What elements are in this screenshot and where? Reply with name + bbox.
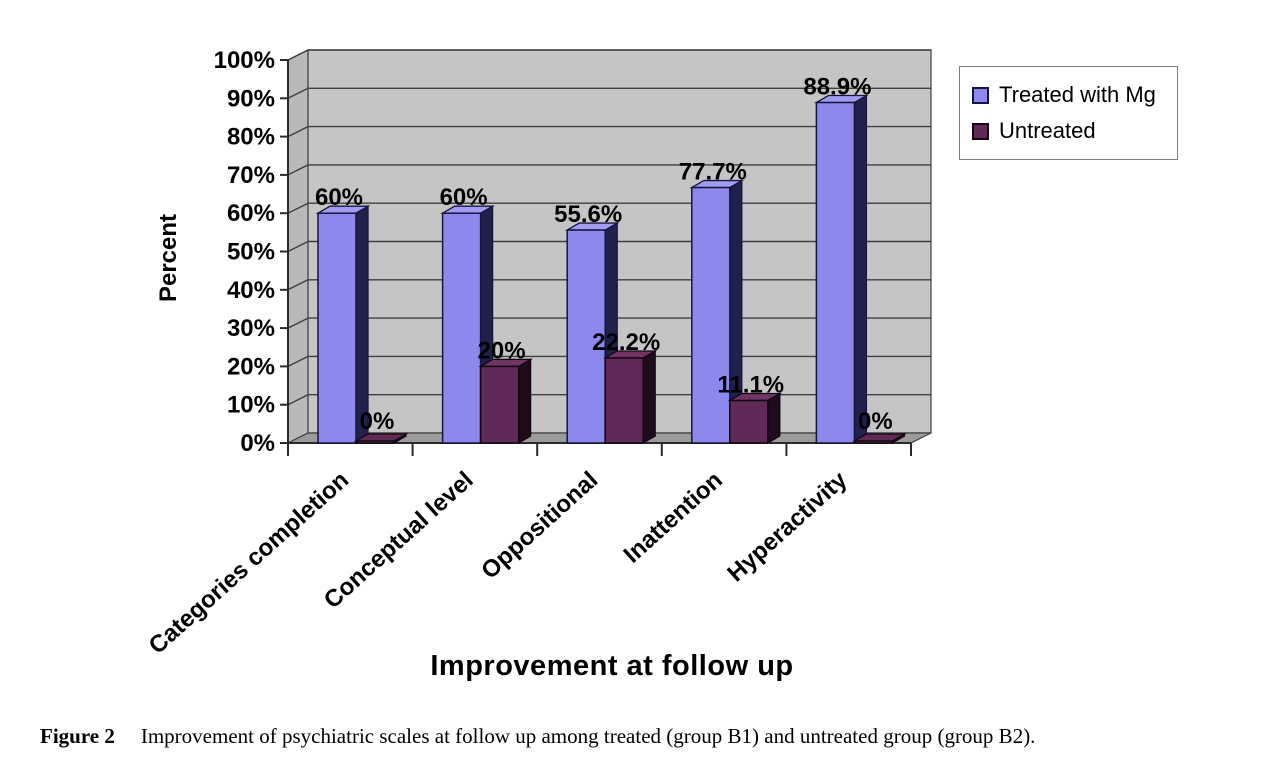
legend-item-treated: Treated with Mg — [972, 77, 1165, 113]
y-tick-label: 20% — [227, 353, 275, 380]
legend-swatch-treated-icon — [972, 86, 989, 104]
bar-treated-with-mg-oppositional — [566, 229, 606, 444]
data-label-untreated-inattention: 11.1% — [717, 371, 784, 398]
bar-treated-with-mg-inattention — [691, 186, 731, 444]
data-label-untreated-hyperactivity: 0% — [858, 408, 893, 435]
y-tick-label: 40% — [227, 277, 275, 304]
data-label-untreated-oppositional: 22.2% — [592, 329, 660, 356]
legend-label-untreated: Untreated — [999, 118, 1096, 143]
y-tick-label: 10% — [227, 392, 275, 419]
legend-label-treated: Treated with Mg — [999, 82, 1156, 107]
y-axis-title: Percent — [155, 213, 182, 303]
y-tick-label: 100% — [214, 47, 275, 74]
bar-treated-with-mg-hyperactivity-side — [853, 94, 868, 445]
category-label-oppositional: Oppositional — [476, 466, 603, 584]
legend-item-untreated: Untreated — [972, 113, 1165, 149]
data-label-treated-with-mg-hyperactivity: 88.9% — [803, 74, 871, 101]
chart-canvas: 0% 10% 20% 30% 40% 50% 60% 70% 80% 90% 100% 60% 0% 60… — [144, 47, 932, 660]
bar-untreated-categories-completion — [355, 440, 395, 444]
figure-caption: Figure 2 Improvement of psychiatric scale… — [40, 724, 1250, 749]
bar-untreated-oppositional-side — [642, 349, 656, 445]
bar-treated-with-mg-conceptual-level — [441, 212, 482, 444]
bar-treated-with-mg-categories-completion — [317, 212, 357, 444]
legend: Treated with Mg Untreated — [959, 66, 1178, 160]
x-axis-title: Improvement at follow up — [430, 650, 794, 682]
gridline-wall — [287, 164, 309, 176]
data-label-treated-with-mg-oppositional: 55.6% — [554, 201, 622, 228]
bar-treated-with-mg-hyperactivity — [815, 101, 856, 444]
bar-untreated-conceptual-level — [479, 365, 520, 444]
bar-untreated-hyperactivity — [853, 440, 894, 444]
category-label-categories-completion: Categories completion — [144, 466, 354, 659]
data-label-treated-with-mg-categories-completion: 60% — [315, 184, 363, 211]
data-label-treated-with-mg-inattention: 77.7% — [679, 159, 747, 186]
y-tick-label: 30% — [227, 315, 275, 342]
data-label-treated-with-mg-conceptual-level: 60% — [440, 184, 488, 211]
bar-untreated-inattention — [729, 399, 769, 444]
gridline-wall — [287, 279, 309, 291]
gridline-wall — [287, 125, 309, 138]
category-label-hyperactivity: Hyperactivity — [722, 466, 853, 587]
caption-text: Improvement of psychiatric scales at fol… — [140, 724, 1036, 748]
gridline-wall — [287, 355, 309, 368]
bar-untreated-oppositional — [604, 357, 644, 444]
y-tick-label: 80% — [227, 124, 275, 151]
gridline-wall — [287, 394, 309, 406]
y-tick-label: 50% — [227, 239, 275, 266]
data-label-untreated-categories-completion: 0% — [360, 408, 395, 435]
bar-untreated-inattention-side — [767, 392, 781, 445]
y-tick-label: 90% — [227, 85, 275, 112]
caption-label: Figure 2 — [40, 724, 115, 748]
y-tick-label: 0% — [240, 430, 275, 457]
y-tick-label: 60% — [227, 200, 275, 227]
data-label-untreated-conceptual-level: 20% — [478, 337, 526, 364]
legend-swatch-untreated-icon — [972, 122, 989, 140]
gridline-wall — [287, 87, 309, 99]
gridline-wall — [287, 317, 309, 329]
bar-untreated-conceptual-level-side — [517, 358, 532, 445]
gridline-wall — [287, 240, 309, 253]
gridline-wall — [287, 49, 309, 61]
y-tick-label: 70% — [227, 162, 275, 189]
category-label-inattention: Inattention — [619, 466, 728, 568]
gridline-wall — [287, 202, 309, 214]
